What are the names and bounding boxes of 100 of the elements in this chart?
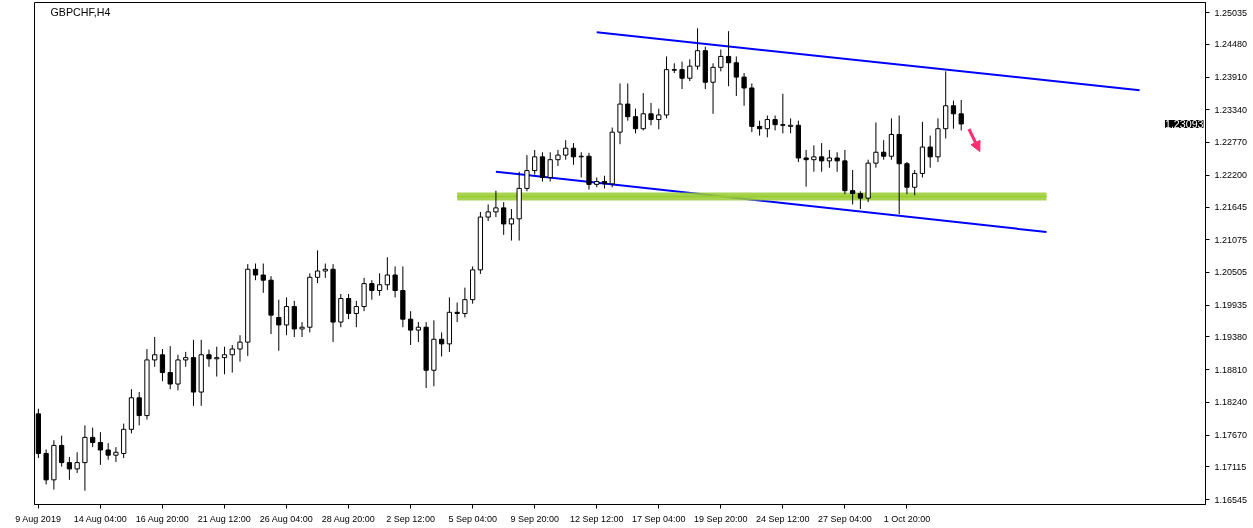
candlestick	[361, 277, 367, 312]
candlestick	[384, 256, 390, 291]
candlestick	[873, 121, 879, 169]
candlestick	[415, 321, 421, 343]
x-tick-label: 2 Sep 12:00	[386, 513, 435, 524]
candlestick	[943, 70, 949, 139]
x-tick-label: 28 Aug 20:00	[321, 513, 375, 524]
candlestick	[338, 293, 344, 328]
candlestick	[679, 61, 685, 90]
y-tick-label: 1.22200	[1214, 170, 1248, 181]
candlestick	[656, 108, 662, 130]
candlestick	[632, 108, 639, 134]
y-tick-label: 1.24480	[1214, 39, 1248, 50]
y-tick-label: 1.17670	[1214, 430, 1248, 441]
candlestick	[950, 100, 957, 130]
candlestick	[811, 144, 817, 173]
candlestick	[508, 208, 515, 242]
candlestick	[625, 82, 631, 122]
y-tick-label: 1.19380	[1214, 331, 1248, 342]
y-tick-label: 1.16545	[1214, 494, 1248, 505]
x-tick-label: 14 Aug 04:00	[73, 513, 127, 524]
candlestick	[237, 334, 243, 363]
candlestick	[958, 99, 964, 131]
y-tick-label: 1.17115	[1214, 461, 1247, 472]
candlestick	[493, 190, 499, 218]
candlestick	[834, 151, 840, 173]
candlestick	[97, 431, 104, 466]
candlestick	[725, 30, 732, 87]
candlestick	[803, 149, 809, 188]
y-tick-label: 1.22770	[1214, 137, 1248, 148]
candlestick	[152, 336, 158, 368]
x-tick-label: 19 Sep 20:00	[694, 513, 748, 524]
candlestick	[221, 346, 228, 375]
candlestick	[819, 142, 825, 173]
candlestick	[640, 92, 646, 131]
candlestick	[229, 344, 235, 374]
candlestick	[66, 456, 73, 481]
candlestick	[570, 142, 577, 166]
candlestick	[881, 139, 887, 161]
candlestick	[539, 151, 546, 182]
candlestick	[563, 139, 569, 161]
x-tick-label: 9 Sep 20:00	[510, 513, 559, 524]
candlestick	[555, 149, 561, 167]
x-tick-label: 16 Aug 20:00	[135, 513, 189, 524]
candlestick	[648, 102, 654, 126]
candlestick	[718, 49, 724, 72]
x-tick-label: 1 Oct 20:00	[883, 513, 931, 524]
candlestick	[314, 249, 321, 284]
y-tick-label: 1.21645	[1214, 202, 1248, 213]
candlestick	[694, 27, 701, 71]
x-tick-label: 26 Aug 04:00	[259, 513, 313, 524]
candlestick	[392, 265, 398, 298]
candlestick	[167, 345, 173, 390]
chart-title: GBPCHF,H4	[50, 5, 111, 18]
candlestick	[276, 299, 282, 352]
candlestick	[772, 115, 778, 131]
candlestick	[113, 446, 119, 463]
y-tick-label: 1.20505	[1214, 267, 1248, 278]
candlestick	[501, 201, 507, 236]
candlestick	[850, 169, 856, 205]
y-tick-label: 1.18240	[1214, 397, 1248, 408]
x-tick-label: 27 Sep 04:00	[818, 513, 872, 524]
candlestick	[780, 93, 786, 134]
x-tick-label: 17 Sep 04:00	[632, 513, 686, 524]
candlestick	[369, 279, 375, 301]
candlestick	[687, 58, 693, 82]
candlestick	[439, 331, 445, 357]
candlestick	[454, 302, 460, 323]
x-tick-label: 9 Aug 2019	[15, 513, 61, 524]
y-tick-label: 1.23340	[1214, 104, 1248, 115]
x-tick-label: 21 Aug 12:00	[197, 513, 251, 524]
candlestick	[710, 62, 716, 115]
y-tick-label: 1.18810	[1214, 364, 1248, 375]
candlestick	[912, 169, 918, 196]
candlestick	[206, 349, 212, 368]
y-tick-label: 1.19935	[1214, 300, 1248, 311]
candlestick	[291, 300, 297, 338]
x-tick-label: 5 Sep 04:00	[448, 513, 497, 524]
y-tick-label: 1.23910	[1214, 72, 1248, 83]
candlestick	[283, 296, 290, 336]
candlestick	[524, 154, 530, 192]
candlestick	[741, 72, 747, 107]
candlestick	[90, 427, 96, 448]
x-tick-label: 12 Sep 12:00	[569, 513, 624, 524]
candlestick	[260, 263, 266, 294]
candlestick	[136, 391, 142, 426]
candlestick	[159, 348, 166, 382]
y-tick-label: 1.25035	[1214, 7, 1248, 18]
candlestick	[532, 149, 538, 176]
candlestick	[59, 435, 65, 468]
candlestick	[74, 451, 80, 474]
candlestick	[214, 346, 220, 378]
candlestick	[376, 272, 383, 297]
candlestick	[764, 115, 770, 138]
x-tick-label: 24 Sep 12:00	[756, 513, 810, 524]
candlestick	[462, 287, 468, 318]
candlestick	[353, 300, 359, 328]
annotation: 1.23093	[1164, 117, 1204, 130]
candlestick	[345, 293, 352, 320]
candlestick	[888, 117, 895, 161]
